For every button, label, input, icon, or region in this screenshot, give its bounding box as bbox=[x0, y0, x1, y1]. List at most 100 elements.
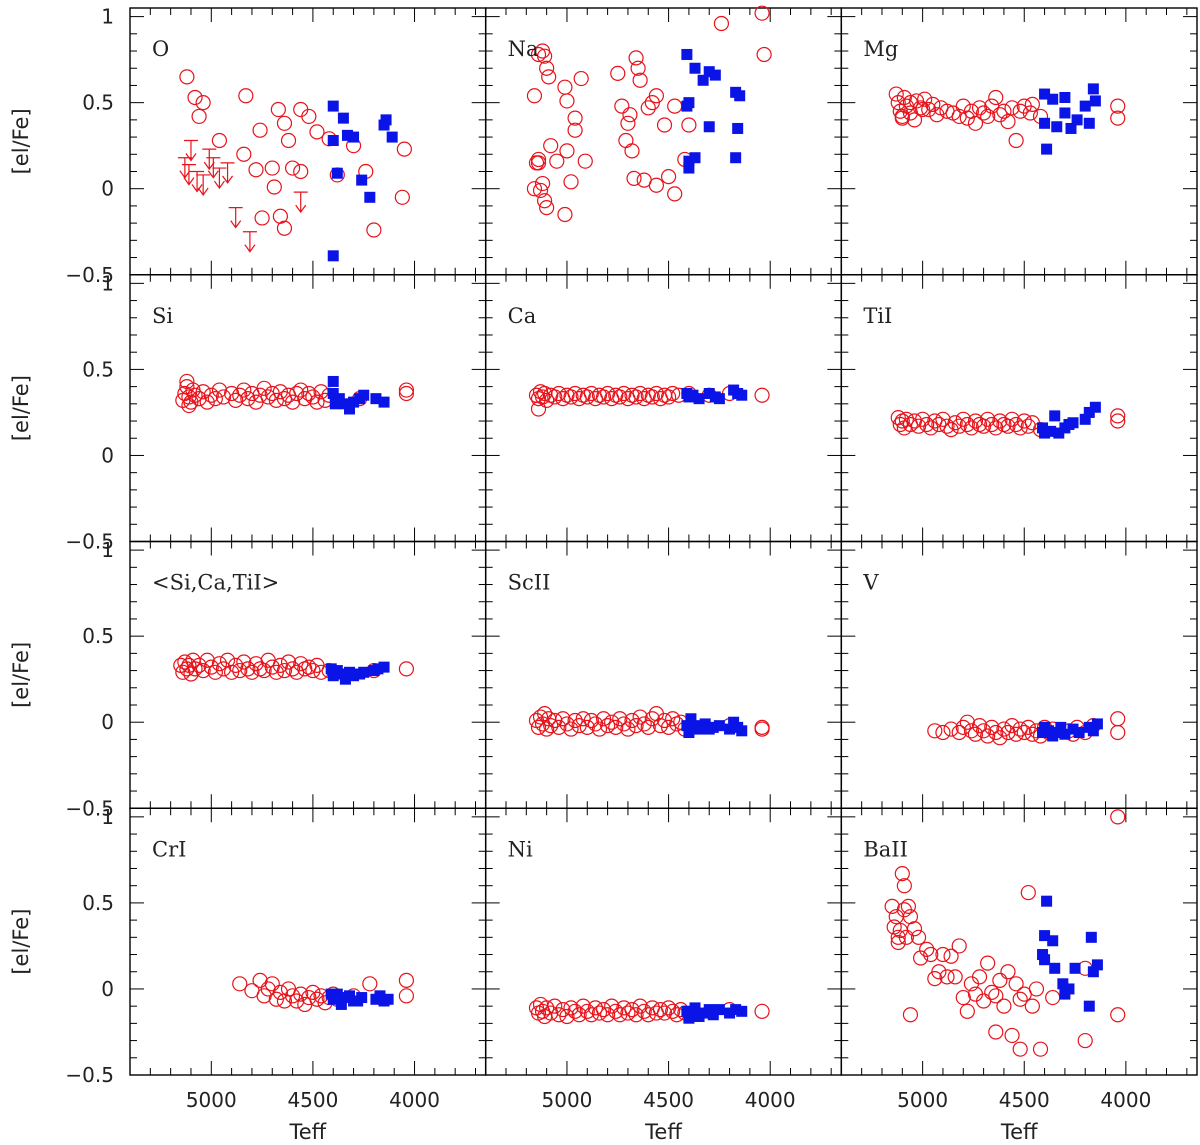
data-point-circle bbox=[567, 385, 583, 402]
data-point-circle bbox=[284, 988, 301, 1004]
upper-limit-arrow bbox=[293, 191, 308, 214]
data-point-circle bbox=[951, 724, 967, 741]
data-point-circle bbox=[1008, 976, 1024, 992]
data-point-circle bbox=[636, 716, 652, 732]
data-point-circle bbox=[232, 387, 248, 403]
data-point-circle bbox=[628, 1007, 644, 1023]
data-point-circle bbox=[1110, 724, 1126, 741]
data-point-circle bbox=[923, 946, 939, 963]
x-axis-title: Teff bbox=[1000, 1120, 1038, 1144]
data-point-circle bbox=[971, 100, 988, 116]
data-point-circle bbox=[211, 132, 228, 149]
data-point-square bbox=[730, 152, 742, 164]
data-point-circle bbox=[394, 189, 410, 205]
data-point-circle bbox=[595, 389, 612, 405]
data-point-circle bbox=[240, 661, 256, 677]
data-point-circle bbox=[179, 69, 195, 85]
data-point-circle bbox=[207, 391, 223, 407]
data-point-circle bbox=[567, 110, 583, 126]
upper-limit-arrow bbox=[177, 157, 192, 179]
data-point-circle bbox=[567, 712, 583, 729]
data-point-circle bbox=[526, 88, 543, 104]
data-point-circle bbox=[992, 413, 1008, 429]
data-point-circle bbox=[967, 115, 984, 131]
panel-element-label: Ni bbox=[508, 837, 533, 861]
data-point-circle bbox=[939, 418, 955, 434]
data-point-square bbox=[1059, 107, 1071, 119]
data-point-circle bbox=[543, 718, 559, 734]
data-point-circle bbox=[187, 89, 203, 106]
panel-element-label: Ca bbox=[508, 304, 537, 328]
data-point-square bbox=[724, 1007, 736, 1019]
data-point-circle bbox=[984, 984, 1000, 1000]
data-point-circle bbox=[1110, 408, 1126, 424]
x-tick-label: 4500 bbox=[643, 1088, 694, 1112]
upper-limit-arrow bbox=[196, 174, 211, 196]
data-point-circle bbox=[622, 107, 638, 123]
y-tick-label: −0.5 bbox=[65, 796, 114, 820]
y-tick-label: 0 bbox=[101, 177, 114, 201]
data-point-square bbox=[703, 387, 715, 399]
data-point-square bbox=[1059, 91, 1071, 103]
data-point-circle bbox=[890, 95, 906, 111]
data-point-circle bbox=[232, 976, 248, 992]
x-tick-label: 4000 bbox=[389, 1088, 440, 1112]
data-point-circle bbox=[248, 162, 264, 178]
data-point-circle bbox=[604, 998, 620, 1014]
data-point-square bbox=[1091, 959, 1103, 971]
y-tick-label: 1 bbox=[101, 271, 114, 295]
data-point-circle bbox=[656, 1005, 673, 1021]
data-point-circle bbox=[305, 662, 321, 679]
y-axis-title: [el/Fe] bbox=[9, 375, 33, 441]
data-point-square bbox=[341, 129, 353, 141]
data-point-circle bbox=[915, 101, 931, 118]
data-point-circle bbox=[309, 124, 325, 140]
data-point-circle bbox=[215, 389, 232, 405]
data-point-circle bbox=[264, 160, 280, 176]
data-point-circle bbox=[530, 46, 547, 63]
data-point-circle bbox=[539, 1000, 555, 1016]
data-point-square bbox=[687, 389, 699, 401]
data-point-square bbox=[730, 1004, 742, 1016]
data-point-circle bbox=[587, 716, 604, 732]
data-point-circle bbox=[984, 416, 1000, 433]
data-point-circle bbox=[207, 664, 223, 680]
data-point-circle bbox=[636, 1003, 652, 1019]
data-point-circle bbox=[1000, 113, 1016, 130]
data-point-circle bbox=[912, 100, 929, 116]
data-point-square bbox=[1073, 727, 1085, 739]
data-point-square bbox=[697, 1007, 709, 1019]
panel-element-label: BaII bbox=[863, 837, 908, 861]
data-point-circle bbox=[526, 181, 543, 197]
data-point-circle bbox=[276, 115, 293, 131]
data-point-circle bbox=[256, 380, 272, 396]
data-point-circle bbox=[179, 661, 195, 677]
data-point-circle bbox=[563, 721, 579, 737]
panel-frame-5 bbox=[840, 274, 1198, 543]
data-point-circle bbox=[276, 220, 293, 236]
data-point-circle bbox=[309, 991, 325, 1007]
data-point-circle bbox=[532, 709, 549, 725]
data-point-circle bbox=[628, 389, 644, 405]
y-axis-title: [el/Fe] bbox=[9, 909, 33, 975]
data-point-square bbox=[703, 121, 715, 133]
data-point-circle bbox=[195, 95, 211, 111]
data-point-circle bbox=[988, 988, 1004, 1004]
data-point-circle bbox=[996, 103, 1012, 119]
data-point-circle bbox=[266, 179, 282, 195]
data-point-circle bbox=[652, 718, 669, 734]
data-point-circle bbox=[919, 416, 935, 433]
data-point-circle bbox=[547, 998, 563, 1014]
data-point-square bbox=[333, 393, 345, 405]
data-point-circle bbox=[530, 151, 547, 168]
y-tick-label: −0.5 bbox=[65, 263, 114, 287]
data-point-square bbox=[339, 673, 351, 685]
data-point-circle bbox=[600, 718, 616, 734]
data-point-circle bbox=[1024, 96, 1040, 112]
data-point-circle bbox=[583, 712, 599, 729]
data-point-square bbox=[356, 992, 368, 1004]
data-point-circle bbox=[272, 984, 288, 1000]
data-point-circle bbox=[917, 91, 933, 107]
data-point-square bbox=[325, 663, 337, 675]
data-point-square bbox=[1083, 1000, 1095, 1012]
